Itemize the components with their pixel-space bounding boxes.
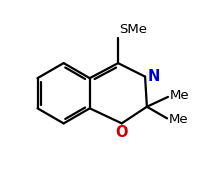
Text: Me: Me [169,113,189,126]
Text: SMe: SMe [120,23,147,36]
Text: N: N [148,69,160,84]
Text: Me: Me [170,89,190,102]
Text: O: O [115,125,128,140]
